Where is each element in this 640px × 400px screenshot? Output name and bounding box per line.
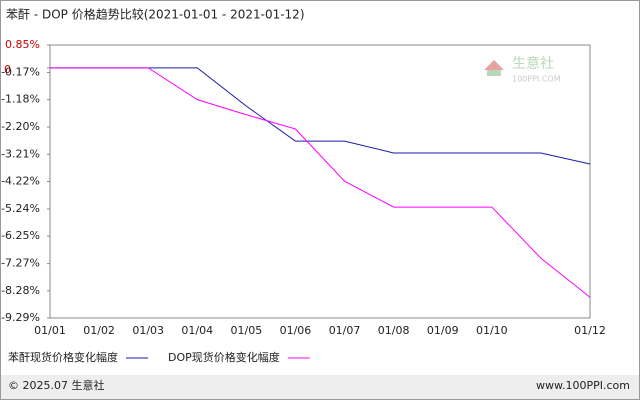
x-tick-label: 01/02	[83, 324, 115, 337]
footer-band	[1, 375, 639, 399]
legend-label: 苯酐现货价格变化幅度	[8, 350, 118, 364]
footer-right: www.100PPI.com	[536, 379, 630, 392]
x-tick-label: 01/03	[132, 324, 164, 337]
x-tick-label: 01/01	[34, 324, 66, 337]
y-tick-label: -5.24%	[1, 202, 40, 215]
x-tick-label: 01/07	[329, 324, 361, 337]
y-tick-label: -9.29%	[1, 311, 40, 324]
y-tick-label: 0.85%	[5, 38, 40, 51]
watermark-logo	[487, 70, 501, 76]
y-tick-label: -8.28%	[1, 284, 40, 297]
y-tick-label: -1.18%	[1, 93, 40, 106]
x-tick-label: 01/10	[476, 324, 508, 337]
y-tick-label: -0.17%	[1, 65, 40, 78]
chart-title: 苯酐 - DOP 价格趋势比较(2021-01-01 - 2021-01-12)	[6, 7, 305, 22]
x-tick-label: 01/05	[231, 324, 263, 337]
x-tick-label: 01/08	[378, 324, 410, 337]
watermark-logo	[484, 60, 504, 70]
watermark-text: 100PPI.COM	[512, 75, 561, 84]
y-tick-label: -4.22%	[1, 175, 40, 188]
series-line	[50, 67, 591, 298]
x-tick-label: 01/09	[427, 324, 459, 337]
x-tick-label: 01/06	[280, 324, 312, 337]
y-tick-label: 0	[4, 63, 11, 76]
watermark: 生意社 100PPI.COM	[484, 55, 561, 84]
x-tick-label: 01/12	[574, 324, 606, 337]
y-tick-label: -3.21%	[1, 147, 40, 160]
y-tick-label: -7.27%	[1, 257, 40, 270]
watermark-text: 生意社	[512, 55, 554, 72]
footer-left: © 2025.07 生意社	[8, 378, 104, 392]
legend-label: DOP现货价格变化幅度	[168, 350, 280, 364]
x-tick-label: 01/04	[181, 324, 213, 337]
y-tick-label: -2.20%	[1, 120, 40, 133]
y-tick-label: -6.25%	[1, 229, 40, 242]
